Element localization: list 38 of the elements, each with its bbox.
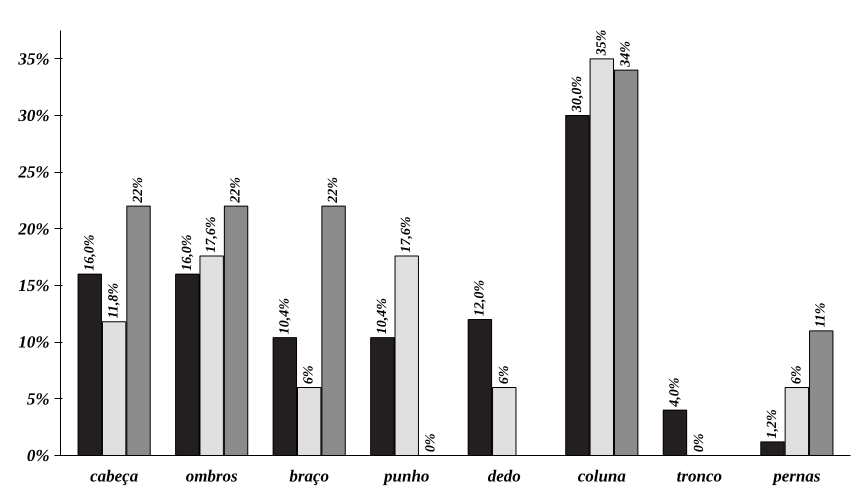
x-tick-label: cabeça [90,466,139,486]
y-tick-label: 10% [18,332,50,352]
data-label: 12,0% [472,280,488,316]
data-label: 17,6% [399,216,414,253]
data-label: 30,0% [570,76,585,114]
data-label: 0% [692,433,707,452]
data-label: 11,8% [106,282,122,318]
y-tick-label: 15% [18,276,50,295]
data-label: 10,4% [277,298,292,334]
x-tick-label: braço [289,466,330,486]
data-label: 22% [131,177,146,204]
y-tick-label: 25% [17,162,50,182]
data-label: 6% [496,365,512,384]
data-label: 22% [326,177,342,204]
x-tick-label: punho [382,466,430,486]
data-label: 34% [618,41,634,68]
y-tick-label: 5% [26,389,50,408]
data-label: 0% [424,433,439,452]
data-label: 16,0% [82,234,98,271]
data-label: 22% [228,177,244,204]
x-tick-label: coluna [578,466,626,486]
data-label: 6% [302,365,317,384]
data-label: 1,2% [764,409,780,438]
y-tick-label: 0% [26,446,50,465]
x-tick-label: pernas [771,466,821,486]
y-tick-label: 20% [17,219,50,238]
x-tick-label: tronco [676,466,722,486]
y-tick-label: 30% [17,106,50,125]
data-label: 17,6% [204,216,220,253]
data-label: 11% [814,302,829,328]
data-label: 6% [789,365,804,384]
x-tick-label: dedo [488,466,521,486]
x-tick-label: ombros [186,466,238,486]
data-label: 10,4% [374,298,390,334]
data-label: 16,0% [180,234,195,271]
y-tick-label: 35% [17,49,50,68]
data-label: 35% [594,30,610,56]
data-label: 4,0% [667,378,682,408]
